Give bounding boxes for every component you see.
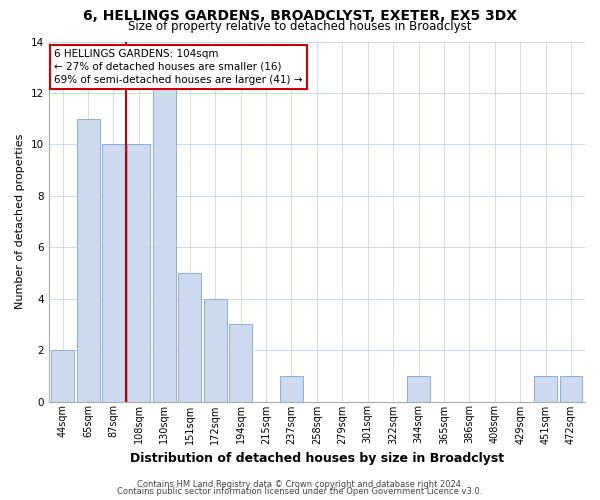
Bar — [77, 118, 100, 402]
Text: 6 HELLINGS GARDENS: 104sqm
← 27% of detached houses are smaller (16)
69% of semi: 6 HELLINGS GARDENS: 104sqm ← 27% of deta… — [54, 48, 302, 85]
Text: 6, HELLINGS GARDENS, BROADCLYST, EXETER, EX5 3DX: 6, HELLINGS GARDENS, BROADCLYST, EXETER,… — [83, 9, 517, 23]
Bar — [204, 298, 227, 402]
Text: Contains public sector information licensed under the Open Government Licence v3: Contains public sector information licen… — [118, 487, 482, 496]
Bar — [51, 350, 74, 402]
Bar — [407, 376, 430, 402]
Bar — [534, 376, 557, 402]
Text: Size of property relative to detached houses in Broadclyst: Size of property relative to detached ho… — [128, 20, 472, 33]
Bar — [229, 324, 252, 402]
Bar — [178, 273, 201, 402]
Bar — [127, 144, 151, 402]
Text: Contains HM Land Registry data © Crown copyright and database right 2024.: Contains HM Land Registry data © Crown c… — [137, 480, 463, 489]
Bar — [560, 376, 583, 402]
Bar — [280, 376, 303, 402]
Bar — [102, 144, 125, 402]
Y-axis label: Number of detached properties: Number of detached properties — [15, 134, 25, 309]
Bar — [153, 67, 176, 402]
X-axis label: Distribution of detached houses by size in Broadclyst: Distribution of detached houses by size … — [130, 452, 504, 465]
